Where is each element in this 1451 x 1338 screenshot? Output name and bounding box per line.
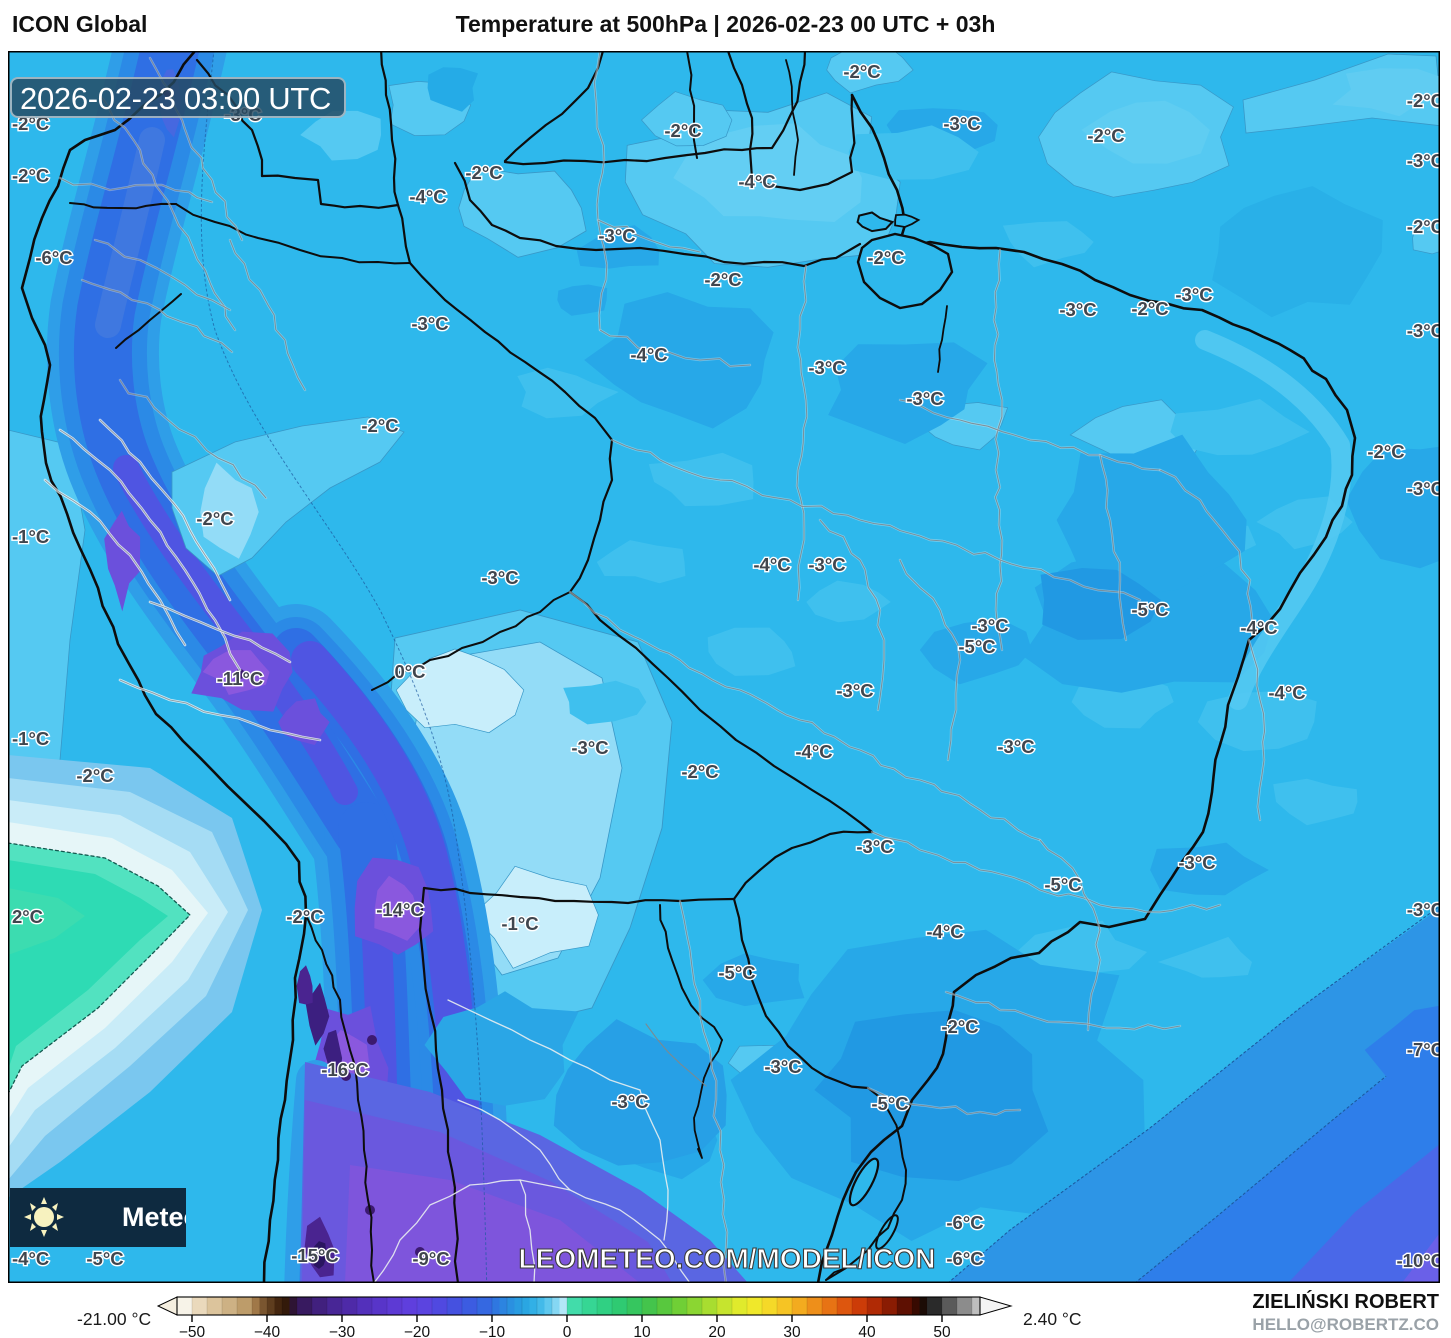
svg-text:2°C: 2°C <box>12 906 43 927</box>
svg-text:-2°C: -2°C <box>1407 90 1440 111</box>
svg-text:-2°C: -2°C <box>1407 216 1440 237</box>
svg-text:40: 40 <box>858 1324 876 1338</box>
svg-text:-4°C: -4°C <box>409 186 446 207</box>
svg-text:-6°C: -6°C <box>946 1212 983 1233</box>
svg-text:-3°C: -3°C <box>808 554 845 575</box>
svg-text:-2°C: -2°C <box>941 1016 978 1037</box>
svg-text:−40: −40 <box>254 1324 281 1338</box>
svg-text:-3°C: -3°C <box>1059 299 1096 320</box>
svg-text:-3°C: -3°C <box>481 567 518 588</box>
svg-text:-3°C: -3°C <box>764 1056 801 1077</box>
svg-text:-4°C: -4°C <box>630 344 667 365</box>
svg-text:-1°C: -1°C <box>12 728 49 749</box>
svg-text:-2°C: -2°C <box>76 765 113 786</box>
svg-text:-3°C: -3°C <box>836 680 873 701</box>
svg-text:-2°C: -2°C <box>361 415 398 436</box>
svg-text:50: 50 <box>933 1324 951 1338</box>
svg-text:0: 0 <box>563 1324 572 1338</box>
svg-text:-2°C: -2°C <box>843 61 880 82</box>
svg-text:-4°C: -4°C <box>738 171 775 192</box>
svg-text:-4°C: -4°C <box>795 741 832 762</box>
svg-text:-5°C: -5°C <box>958 636 995 657</box>
svg-text:-3°C: -3°C <box>1407 320 1440 341</box>
svg-text:-10°C: -10°C <box>1397 1250 1441 1271</box>
svg-text:-5°C: -5°C <box>871 1093 908 1114</box>
svg-text:20: 20 <box>708 1324 726 1338</box>
svg-text:-5°C: -5°C <box>1131 599 1168 620</box>
svg-text:-3°C: -3°C <box>411 313 448 334</box>
svg-text:-9°C: -9°C <box>412 1248 449 1269</box>
svg-text:-14°C: -14°C <box>376 899 424 920</box>
svg-text:-3°C: -3°C <box>571 737 608 758</box>
svg-text:-2°C: -2°C <box>12 165 49 186</box>
svg-text:-3°C: -3°C <box>1407 478 1440 499</box>
svg-text:-2°C: -2°C <box>286 906 323 927</box>
svg-text:-4°C: -4°C <box>1268 682 1305 703</box>
svg-text:-4°C: -4°C <box>1240 617 1277 638</box>
svg-text:-3°C: -3°C <box>1407 899 1440 920</box>
svg-text:-5°C: -5°C <box>1044 874 1081 895</box>
svg-text:-2°C: -2°C <box>664 120 701 141</box>
svg-text:−50: −50 <box>179 1324 206 1338</box>
svg-text:-1°C: -1°C <box>12 526 49 547</box>
svg-text:-3°C: -3°C <box>856 836 893 857</box>
svg-text:Meteo: Meteo <box>122 1202 186 1232</box>
svg-text:0°C: 0°C <box>394 661 425 682</box>
svg-text:-2°C: -2°C <box>1131 298 1168 319</box>
svg-text:-7°C: -7°C <box>1407 1039 1440 1060</box>
svg-text:-3°C: -3°C <box>1175 284 1212 305</box>
svg-text:-5°C: -5°C <box>718 962 755 983</box>
svg-text:-2°C: -2°C <box>465 162 502 183</box>
svg-text:-3°C: -3°C <box>997 736 1034 757</box>
svg-text:10: 10 <box>633 1324 651 1338</box>
svg-text:-2°C: -2°C <box>196 508 233 529</box>
svg-text:-2°C: -2°C <box>867 247 904 268</box>
svg-text:-1°C: -1°C <box>501 913 538 934</box>
svg-text:-4°C: -4°C <box>12 1248 49 1269</box>
svg-text:-3°C: -3°C <box>611 1091 648 1112</box>
svg-text:-3°C: -3°C <box>808 357 845 378</box>
svg-text:−10: −10 <box>479 1324 506 1338</box>
svg-text:-4°C: -4°C <box>926 921 963 942</box>
svg-text:-2°C: -2°C <box>704 269 741 290</box>
svg-text:30: 30 <box>783 1324 801 1338</box>
svg-text:-2°C: -2°C <box>1367 441 1404 462</box>
svg-text:-3°C: -3°C <box>1178 852 1215 873</box>
svg-text:-4°C: -4°C <box>753 554 790 575</box>
svg-text:-3°C: -3°C <box>1407 150 1440 171</box>
svg-text:LEOMETEO.COM/MODEL/ICON: LEOMETEO.COM/MODEL/ICON <box>519 1243 936 1274</box>
svg-text:-5°C: -5°C <box>86 1248 123 1269</box>
svg-text:-3°C: -3°C <box>598 225 635 246</box>
svg-text:-16°C: -16°C <box>321 1059 369 1080</box>
svg-text:-3°C: -3°C <box>971 615 1008 636</box>
svg-text:-3°C: -3°C <box>943 113 980 134</box>
svg-text:-11°C: -11°C <box>217 668 263 689</box>
svg-text:−30: −30 <box>329 1324 356 1338</box>
svg-text:-3°C: -3°C <box>906 388 943 409</box>
svg-text:-6°C: -6°C <box>35 247 72 268</box>
svg-text:-15°C: -15°C <box>291 1245 339 1266</box>
svg-text:-2°C: -2°C <box>1087 125 1124 146</box>
svg-text:-2°C: -2°C <box>681 761 718 782</box>
svg-text:-6°C: -6°C <box>946 1248 983 1269</box>
svg-text:−20: −20 <box>404 1324 431 1338</box>
